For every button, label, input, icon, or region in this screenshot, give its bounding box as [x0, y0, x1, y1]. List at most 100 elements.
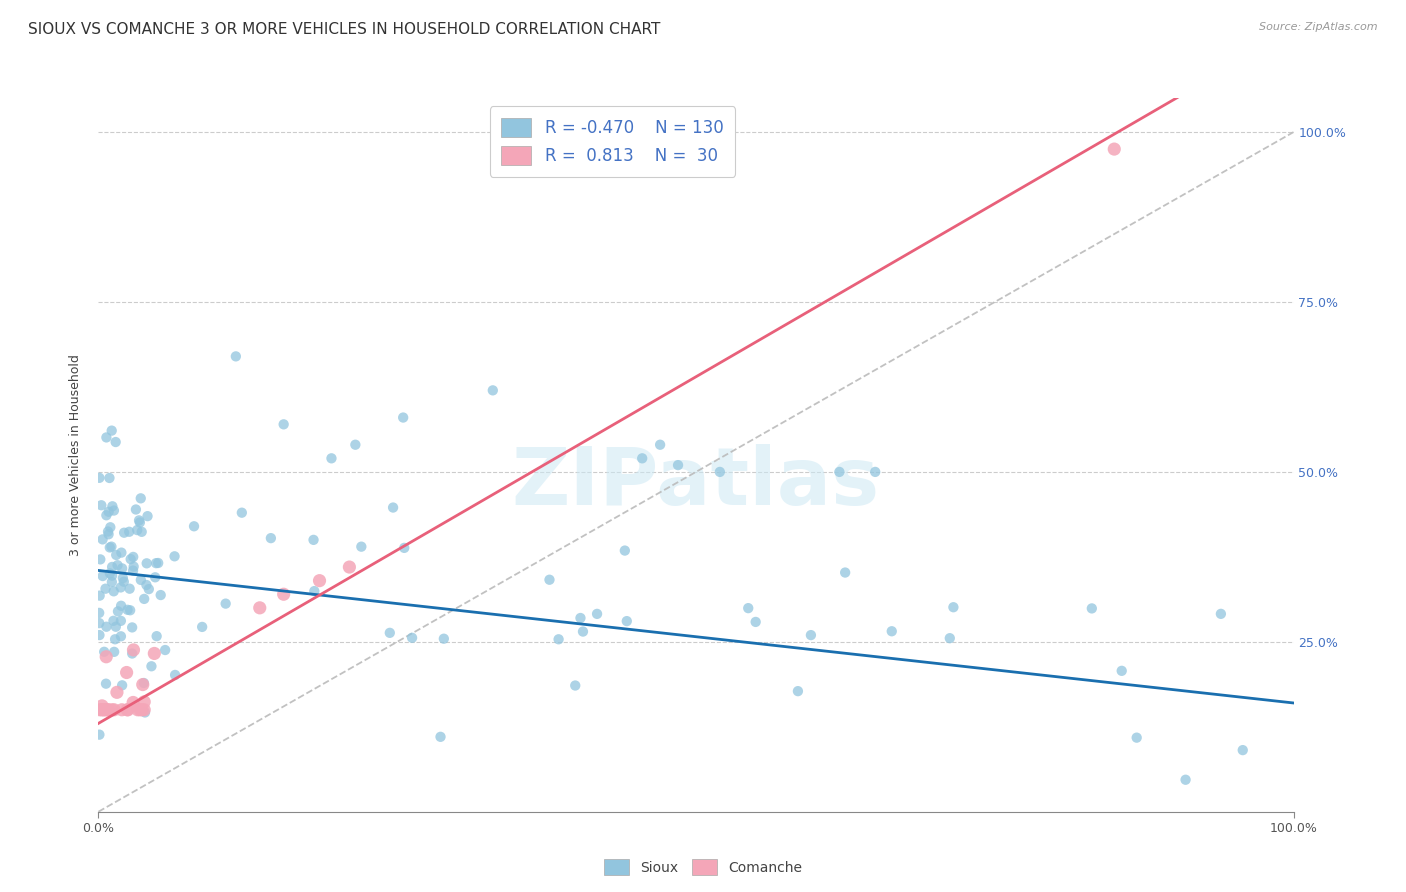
- Point: [382, 500, 405, 515]
- Point: [127, 703, 149, 717]
- Point: [1125, 731, 1147, 745]
- Point: [613, 543, 636, 558]
- Point: [115, 703, 138, 717]
- Point: [135, 578, 157, 592]
- Point: [100, 703, 122, 717]
- Point: [103, 703, 125, 717]
- Text: SIOUX VS COMANCHE 3 OR MORE VEHICLES IN HOUSEHOLD CORRELATION CHART: SIOUX VS COMANCHE 3 OR MORE VEHICLES IN …: [28, 22, 661, 37]
- Point: [100, 540, 122, 554]
- Point: [98, 566, 121, 581]
- Point: [96, 508, 118, 523]
- Point: [118, 582, 141, 596]
- Point: [100, 424, 122, 438]
- Point: [110, 581, 132, 595]
- Point: [93, 703, 115, 717]
- Point: [117, 703, 139, 717]
- Point: [121, 647, 143, 661]
- Point: [134, 591, 156, 606]
- Point: [191, 620, 214, 634]
- Point: [744, 615, 766, 629]
- Point: [273, 587, 295, 601]
- Point: [547, 632, 569, 647]
- Point: [96, 620, 118, 634]
- Point: [94, 703, 117, 717]
- Point: [260, 531, 283, 545]
- Point: [103, 645, 125, 659]
- Point: [1232, 743, 1254, 757]
- Point: [107, 558, 129, 573]
- Point: [136, 509, 159, 524]
- Point: [97, 527, 120, 541]
- Point: [863, 465, 887, 479]
- Point: [401, 631, 423, 645]
- Point: [135, 557, 157, 571]
- Point: [225, 350, 247, 364]
- Point: [121, 620, 143, 634]
- Point: [89, 616, 111, 631]
- Point: [572, 624, 595, 639]
- Point: [110, 599, 132, 613]
- Point: [120, 603, 142, 617]
- Point: [183, 519, 205, 533]
- Point: [131, 703, 153, 717]
- Point: [96, 649, 118, 664]
- Point: [110, 629, 132, 643]
- Point: [163, 549, 186, 564]
- Point: [942, 600, 965, 615]
- Point: [321, 451, 343, 466]
- Point: [709, 465, 731, 479]
- Point: [98, 541, 121, 555]
- Point: [96, 703, 118, 717]
- Point: [538, 573, 561, 587]
- Point: [138, 582, 160, 596]
- Point: [89, 471, 111, 485]
- Point: [103, 503, 125, 517]
- Point: [1102, 142, 1125, 156]
- Point: [125, 502, 148, 516]
- Point: [616, 614, 638, 628]
- Point: [111, 703, 134, 717]
- Point: [273, 417, 295, 432]
- Point: [1174, 772, 1197, 787]
- Point: [433, 632, 456, 646]
- Point: [127, 523, 149, 537]
- Point: [103, 584, 125, 599]
- Point: [112, 574, 135, 589]
- Point: [93, 703, 115, 717]
- Point: [165, 668, 187, 682]
- Point: [111, 678, 134, 692]
- Point: [378, 625, 401, 640]
- Point: [98, 471, 121, 485]
- Point: [145, 629, 167, 643]
- Point: [834, 566, 856, 580]
- Point: [394, 541, 416, 555]
- Point: [134, 703, 156, 717]
- Point: [91, 533, 114, 547]
- Point: [149, 588, 172, 602]
- Point: [110, 546, 132, 560]
- Point: [631, 451, 654, 466]
- Point: [1081, 601, 1104, 615]
- Text: Source: ZipAtlas.com: Source: ZipAtlas.com: [1260, 22, 1378, 32]
- Point: [134, 695, 156, 709]
- Point: [569, 611, 592, 625]
- Point: [148, 556, 170, 570]
- Point: [214, 597, 236, 611]
- Point: [104, 632, 127, 647]
- Point: [132, 677, 155, 691]
- Point: [787, 684, 810, 698]
- Legend: Sioux, Comanche: Sioux, Comanche: [599, 854, 807, 880]
- Point: [89, 606, 111, 620]
- Point: [112, 525, 135, 540]
- Point: [96, 430, 118, 444]
- Point: [122, 549, 145, 564]
- Point: [145, 556, 167, 570]
- Point: [302, 533, 325, 547]
- Point: [97, 505, 120, 519]
- Point: [118, 524, 141, 539]
- Point: [339, 560, 360, 574]
- Point: [105, 685, 128, 699]
- Point: [107, 604, 129, 618]
- Point: [101, 574, 124, 589]
- Point: [153, 643, 176, 657]
